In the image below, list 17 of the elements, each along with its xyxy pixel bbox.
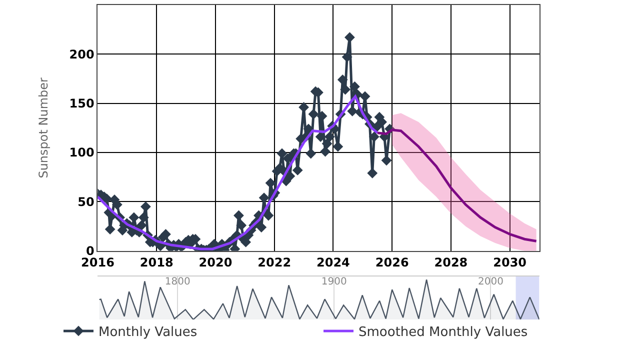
legend-label: Monthly Values bbox=[98, 325, 198, 340]
x-tick-label: 2000 bbox=[478, 276, 504, 288]
y-tick-label: 50 bbox=[78, 194, 94, 209]
y-tick-label: 200 bbox=[69, 47, 94, 62]
x-tick-label: 2024 bbox=[316, 255, 350, 270]
x-tick-label: 2026 bbox=[375, 255, 409, 270]
x-tick-label: 2028 bbox=[434, 255, 468, 270]
x-tick-label: 1900 bbox=[321, 276, 347, 288]
x-tick-label: 2018 bbox=[140, 255, 174, 270]
legend-label: Smoothed Monthly Values bbox=[358, 325, 528, 340]
x-tick-label: 2030 bbox=[493, 255, 527, 270]
x-tick-label: 2022 bbox=[258, 255, 292, 270]
y-tick-label: 100 bbox=[69, 146, 94, 160]
x-tick-label: 2020 bbox=[198, 255, 232, 270]
y-axis-title: Sunspot Number bbox=[36, 77, 51, 178]
x-tick-label: 1800 bbox=[164, 276, 190, 288]
y-tick-label: 150 bbox=[69, 96, 94, 111]
